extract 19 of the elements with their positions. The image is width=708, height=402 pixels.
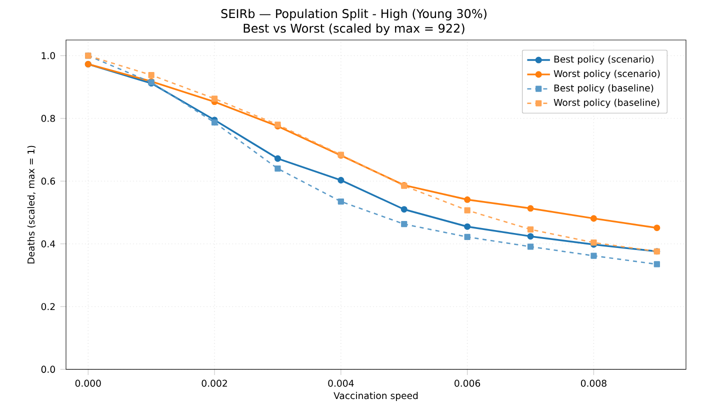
legend-label: Best policy (scenario): [554, 55, 654, 65]
x-tick-label: 0.004: [328, 380, 354, 387]
x-tick-label: 0.008: [580, 380, 606, 387]
y-tick-label: 0.2: [41, 303, 55, 310]
x-tick-label: 0.006: [454, 380, 480, 387]
x-axis-title: Vaccination speed: [334, 392, 418, 401]
legend-label: Best policy (baseline): [554, 84, 654, 94]
y-tick-label: 0.8: [41, 114, 55, 122]
y-tick-label: 0.4: [41, 240, 56, 248]
x-tick-label: 0.002: [202, 380, 227, 387]
x-tick-label: 0.000: [75, 380, 101, 387]
chart-title: SEIRb — Population Split - High (Young 30%): [221, 8, 486, 20]
legend-label: Worst policy (baseline): [554, 98, 660, 108]
y-tick-label: 0.0: [41, 366, 55, 373]
legend-label: Worst policy (scenario): [554, 70, 660, 79]
y-tick-label: 0.6: [41, 178, 56, 185]
y-tick-label: 1.0: [42, 52, 55, 60]
chart-subtitle: Best vs Worst (scaled by max = 922): [244, 24, 464, 36]
y-axis-title: Deaths (scaled, max = 1): [27, 146, 36, 264]
